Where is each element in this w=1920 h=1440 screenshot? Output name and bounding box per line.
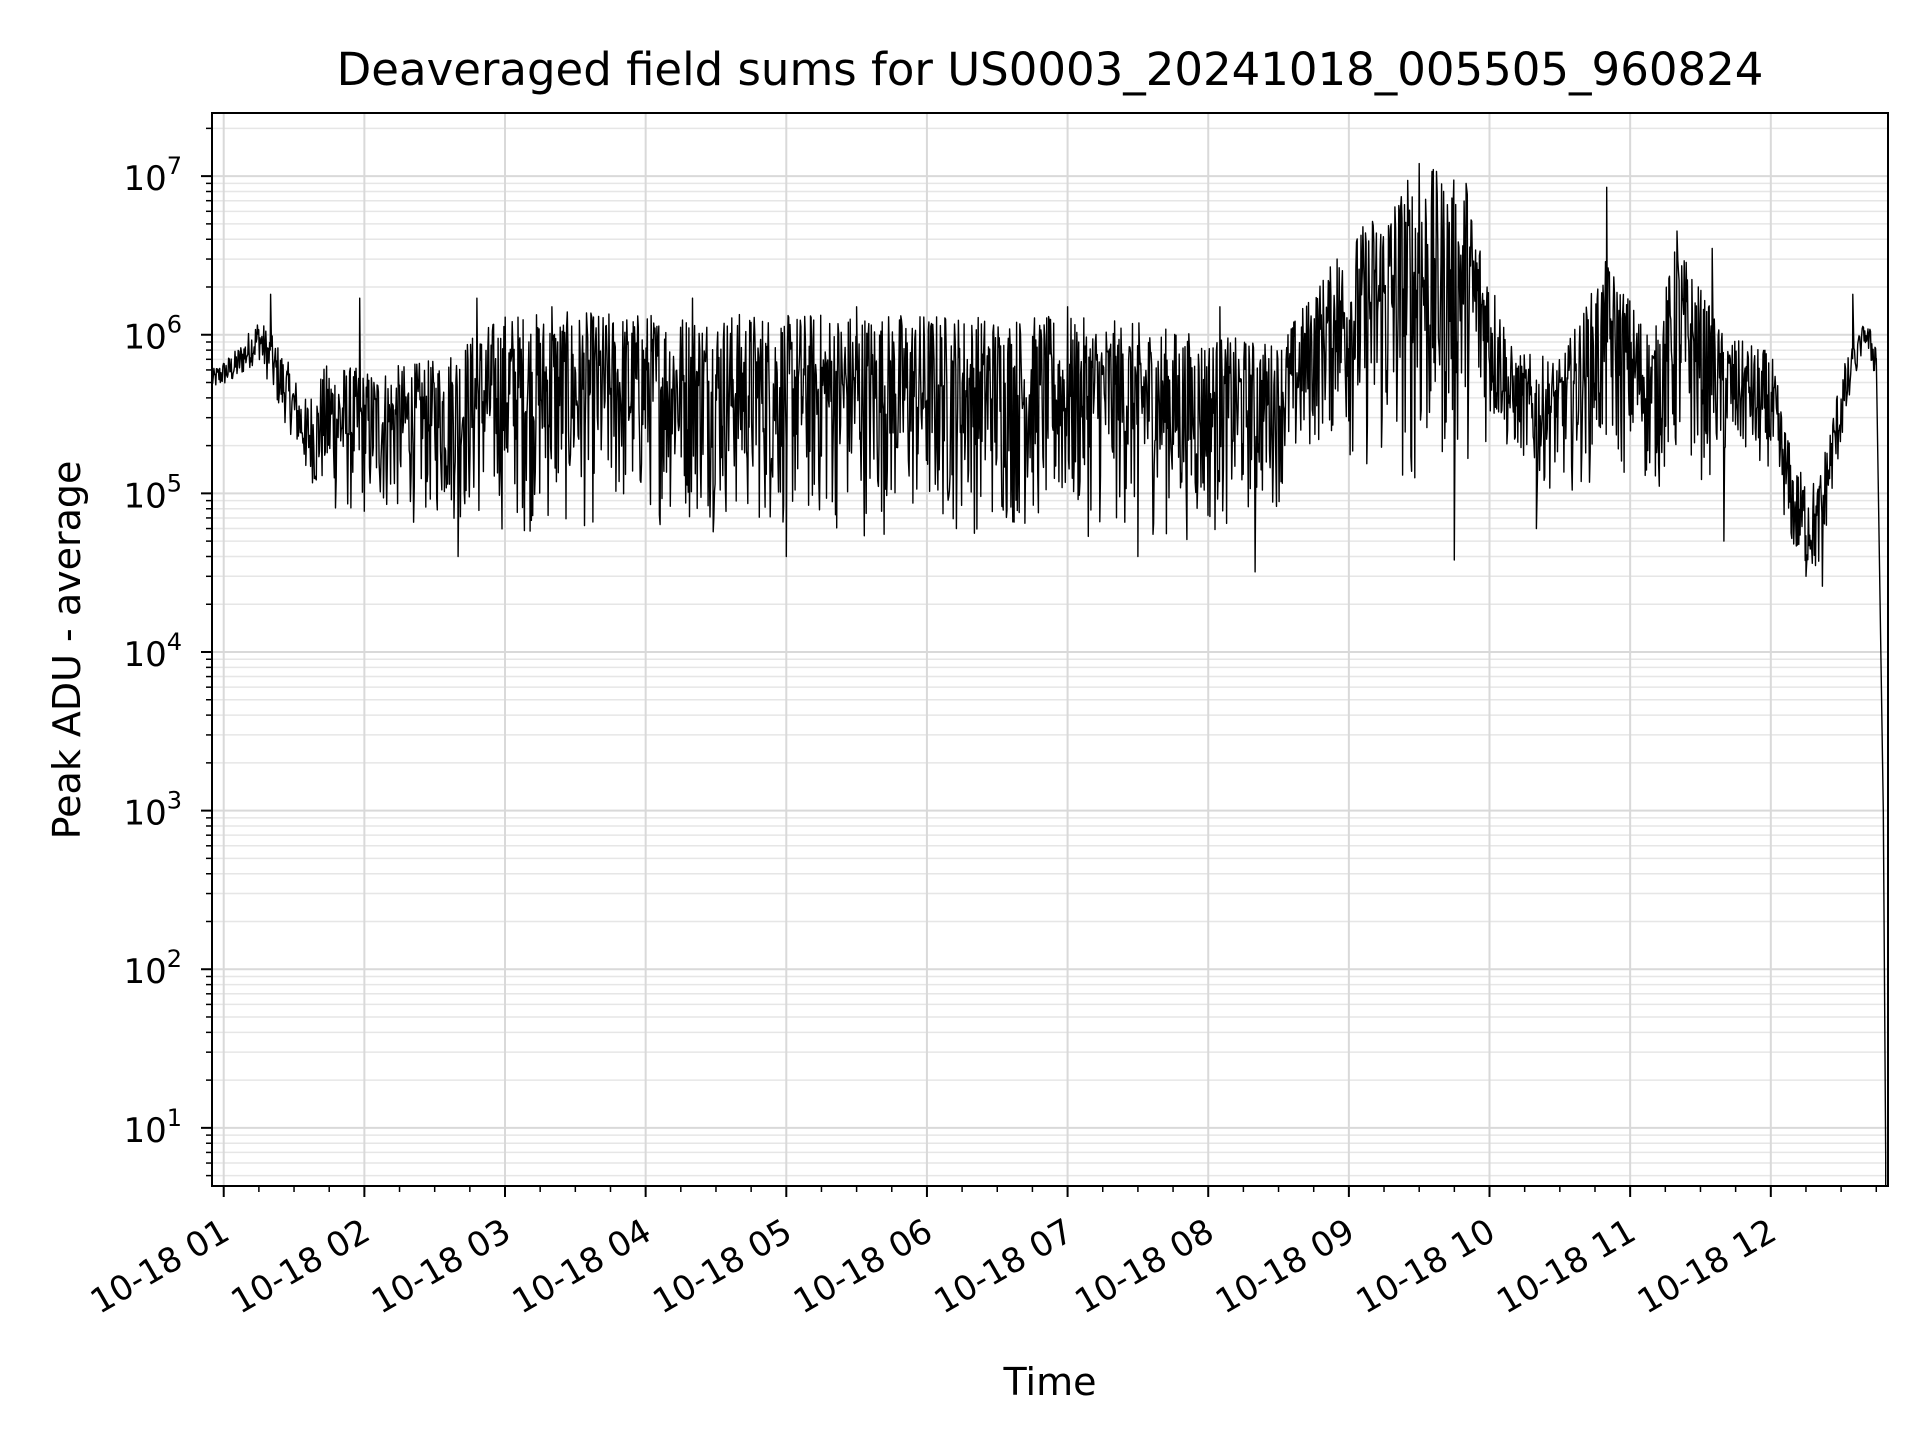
grid-minor <box>212 127 1888 1177</box>
grid-major <box>212 113 1888 1186</box>
x-axis-label: Time <box>1003 1360 1097 1404</box>
y-tick-label: 103 <box>123 787 182 834</box>
y-tick-label: 104 <box>123 628 182 675</box>
y-tick-label: 107 <box>123 152 182 199</box>
series-line <box>212 162 1887 1186</box>
y-tick-label: 106 <box>123 311 182 358</box>
series-trace <box>212 162 1887 1186</box>
y-tick-label: 101 <box>123 1104 182 1151</box>
chart-title: Deaveraged field sums for US0003_2024101… <box>337 43 1764 96</box>
y-tick-label: 102 <box>123 945 182 992</box>
y-tick-label: 105 <box>123 469 182 516</box>
y-axis: 101 102 103 104 105 106 107 <box>123 127 212 1177</box>
y-axis-label: Peak ADU - average <box>45 461 89 840</box>
plot-frame <box>211 112 1889 1187</box>
